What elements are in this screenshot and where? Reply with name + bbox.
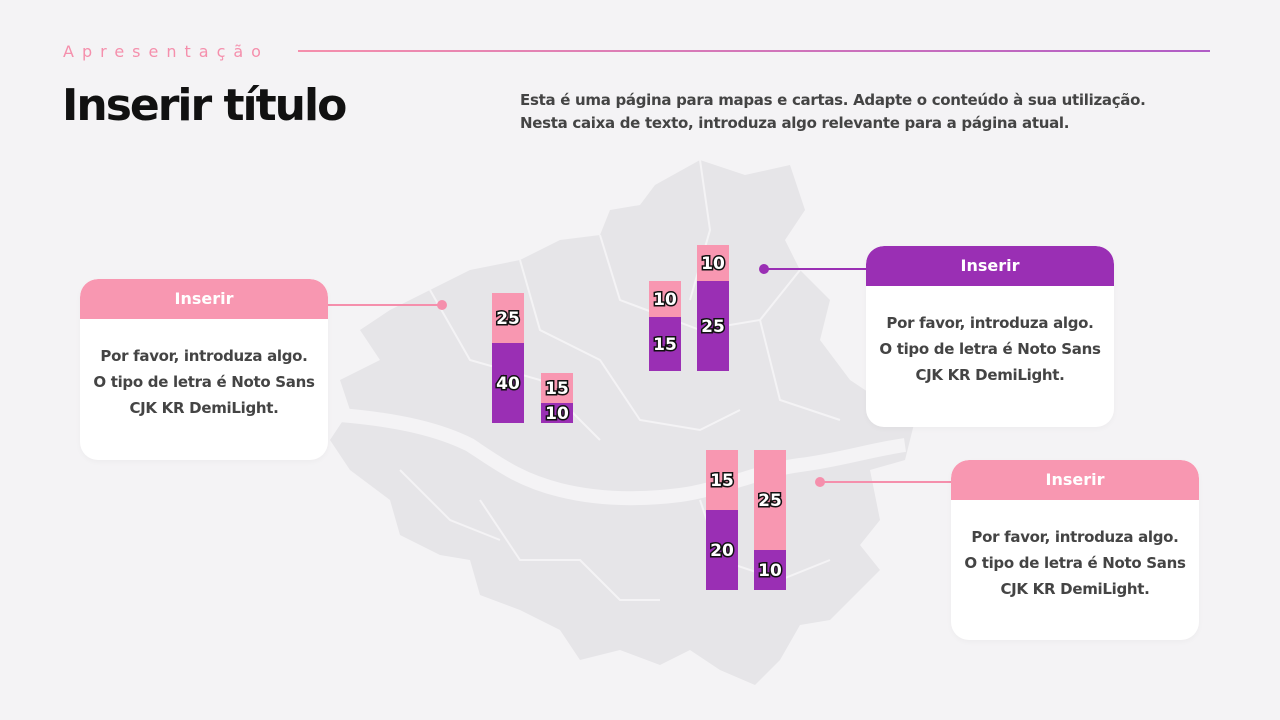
callout-body: Por favor, introduza algo. O tipo de letr… — [866, 286, 1114, 388]
header-rule — [298, 50, 1210, 52]
page-title: Inserir título — [62, 80, 347, 131]
bar-segment — [649, 281, 681, 317]
bar-segment — [697, 245, 729, 281]
callout-line: CJK KR DemiLight. — [129, 399, 279, 417]
segment-label: 25 — [496, 309, 520, 329]
segment-label: 20 — [710, 541, 734, 561]
callout-line: Por favor, introduza algo. — [971, 528, 1179, 546]
bar-segment — [492, 343, 524, 423]
callout-line: CJK KR DemiLight. — [915, 366, 1065, 384]
description-line: Esta é uma página para mapas e cartas. A… — [520, 91, 1146, 109]
bar-segment — [706, 450, 738, 510]
connectors — [328, 264, 951, 487]
bar-segment — [649, 317, 681, 371]
callout-card: Inserir Por favor, introduza algo. O tipo … — [80, 279, 328, 460]
bar-segment — [754, 550, 786, 590]
bar-segment — [706, 510, 738, 590]
connector-dot — [759, 264, 769, 274]
callout-line: O tipo de letra é Noto Sans — [964, 554, 1186, 572]
segment-label: 15 — [710, 471, 734, 491]
callout-body: Por favor, introduza algo. O tipo de letr… — [80, 319, 328, 421]
segment-label: 40 — [496, 374, 520, 394]
segment-label: 25 — [758, 491, 782, 511]
description: Esta é uma página para mapas e cartas. A… — [520, 89, 1146, 135]
callout-body: Por favor, introduza algo. O tipo de letr… — [951, 500, 1199, 602]
bar-segment — [541, 373, 573, 403]
segment-label: 10 — [653, 290, 677, 310]
bar-segment — [541, 403, 573, 423]
callout-title: Inserir — [80, 279, 328, 319]
callout-line: CJK KR DemiLight. — [1000, 580, 1150, 598]
bar-segment — [492, 293, 524, 343]
callout-card: Inserir Por favor, introduza algo. O tipo … — [951, 460, 1199, 640]
callout-line: O tipo de letra é Noto Sans — [879, 340, 1101, 358]
callout-title: Inserir — [951, 460, 1199, 500]
bar-segment — [697, 281, 729, 371]
callout-line: O tipo de letra é Noto Sans — [93, 373, 315, 391]
callout-line: Por favor, introduza algo. — [100, 347, 308, 365]
segment-label: 15 — [653, 335, 677, 355]
eyebrow: Apresentação — [63, 42, 269, 61]
segment-label: 10 — [701, 254, 725, 274]
description-line: Nesta caixa de texto, introduza algo rel… — [520, 114, 1070, 132]
segment-label: 10 — [545, 404, 569, 424]
connector-dot — [815, 477, 825, 487]
river — [339, 408, 906, 506]
callout-title: Inserir — [866, 246, 1114, 286]
segment-label: 10 — [758, 561, 782, 581]
callout-line: Por favor, introduza algo. — [886, 314, 1094, 332]
bar-groups: 40 25 10 15 15 10 25 10 20 15 10 25 — [492, 245, 786, 590]
bar-segment — [754, 450, 786, 550]
callout-card: Inserir Por favor, introduza algo. O tipo … — [866, 246, 1114, 427]
segment-label: 15 — [545, 379, 569, 399]
connector-dot — [437, 300, 447, 310]
segment-label: 25 — [701, 317, 725, 337]
